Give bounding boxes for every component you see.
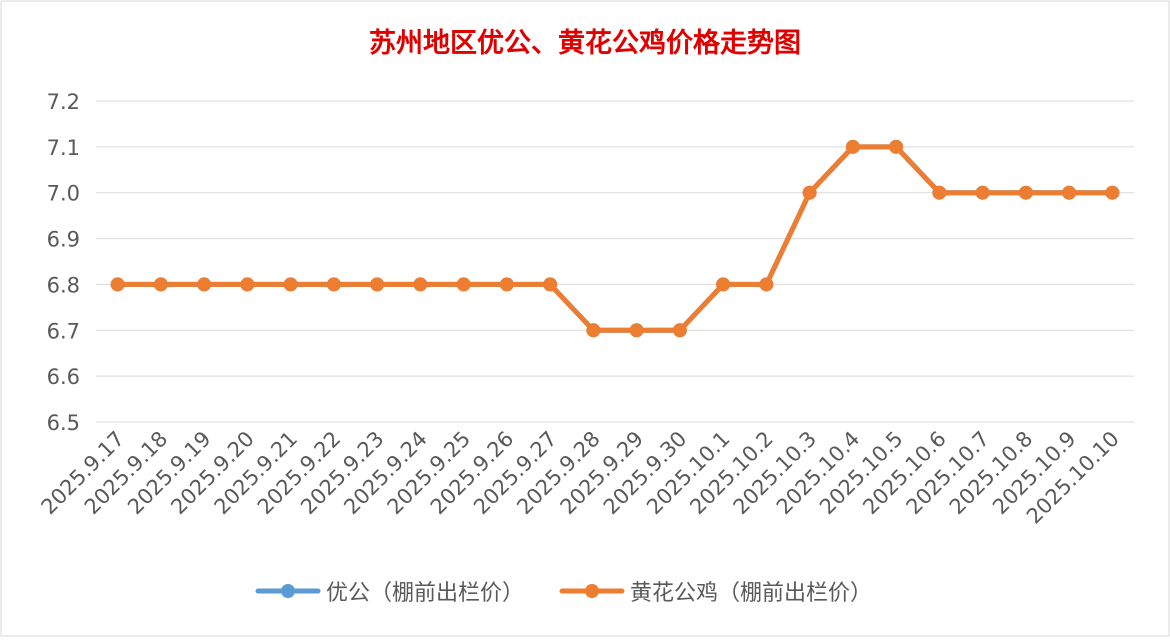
- data-point-1-14: [716, 277, 731, 292]
- legend-label-youngong: 优公（棚前出栏价）: [326, 581, 524, 606]
- data-point-1-11: [586, 323, 601, 338]
- data-point-1-8: [456, 277, 471, 292]
- y-axis-ticks: 7.2 7.1 7.0 6.9 6.8 6.7 6.6 6.5: [47, 90, 80, 435]
- data-point-1-23: [1105, 185, 1120, 200]
- data-point-1-12: [629, 323, 644, 338]
- y-tick-label-4: 6.8: [47, 273, 80, 297]
- data-point-1-1: [153, 277, 168, 292]
- data-point-1-20: [975, 185, 990, 200]
- y-tick-label-5: 6.7: [47, 319, 80, 343]
- data-point-1-21: [1018, 185, 1033, 200]
- legend-label-huanghua: 黄花公鸡（棚前出栏价）: [630, 581, 872, 606]
- legend: 优公（棚前出栏价） 黄花公鸡（棚前出栏价）: [255, 581, 872, 606]
- y-tick-label-6: 6.6: [47, 365, 80, 389]
- y-tick-label-3: 6.9: [47, 228, 80, 252]
- legend-item-huanghua[interactable]: 黄花公鸡（棚前出栏价）: [559, 581, 872, 606]
- data-point-1-19: [932, 185, 947, 200]
- data-point-1-13: [672, 323, 687, 338]
- y-tick-label-7: 6.5: [47, 411, 80, 435]
- data-point-1-22: [1062, 185, 1077, 200]
- legend-item-youngong[interactable]: 优公（棚前出栏价）: [255, 581, 524, 606]
- legend-marker-huanghua: [585, 584, 599, 598]
- y-tick-label-2: 7.0: [47, 182, 80, 206]
- series-lines: [110, 139, 1120, 338]
- data-point-1-15: [759, 277, 774, 292]
- data-point-1-18: [889, 139, 904, 154]
- y-tick-label-0: 7.2: [47, 90, 80, 114]
- data-point-1-0: [110, 277, 125, 292]
- data-point-1-2: [197, 277, 212, 292]
- data-point-1-10: [543, 277, 558, 292]
- legend-marker-youngong: [281, 584, 295, 598]
- data-point-1-6: [370, 277, 385, 292]
- data-point-1-17: [845, 139, 860, 154]
- chart-title: 苏州地区优公、黄花公鸡价格走势图: [369, 28, 801, 59]
- series-1: [110, 139, 1120, 338]
- y-tick-label-1: 7.1: [47, 136, 80, 160]
- data-point-1-7: [413, 277, 428, 292]
- data-point-1-4: [283, 277, 298, 292]
- data-point-1-3: [240, 277, 255, 292]
- data-point-1-5: [326, 277, 341, 292]
- series-line-1: [115, 144, 1115, 333]
- data-point-1-16: [802, 185, 817, 200]
- data-point-1-9: [499, 277, 514, 292]
